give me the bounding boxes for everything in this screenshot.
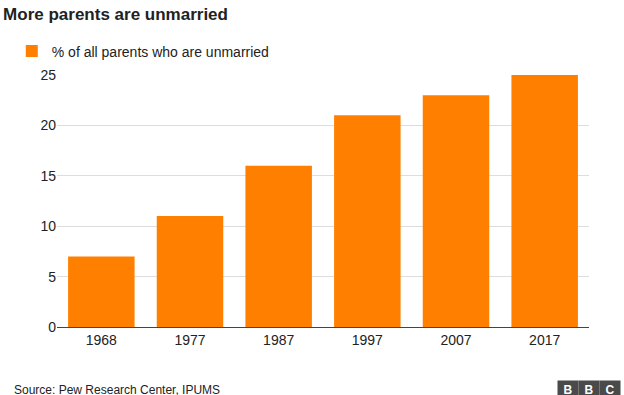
svg-text:1977: 1977: [174, 332, 205, 348]
svg-text:B: B: [564, 383, 573, 395]
svg-text:% of all parents who are unmar: % of all parents who are unmarried: [52, 44, 269, 60]
svg-text:2017: 2017: [529, 332, 560, 348]
svg-text:2007: 2007: [440, 332, 471, 348]
svg-text:Source: Pew Research Center, I: Source: Pew Research Center, IPUMS: [14, 383, 220, 395]
svg-text:More parents are unmarried: More parents are unmarried: [3, 5, 228, 24]
svg-text:15: 15: [40, 168, 56, 184]
svg-text:1997: 1997: [352, 332, 383, 348]
svg-text:1987: 1987: [263, 332, 294, 348]
svg-text:B: B: [585, 383, 594, 395]
svg-text:0: 0: [48, 319, 56, 335]
svg-text:25: 25: [40, 67, 56, 83]
svg-text:5: 5: [48, 269, 56, 285]
svg-text:20: 20: [40, 117, 56, 133]
svg-text:10: 10: [40, 218, 56, 234]
svg-text:C: C: [606, 383, 615, 395]
svg-text:1968: 1968: [86, 332, 117, 348]
